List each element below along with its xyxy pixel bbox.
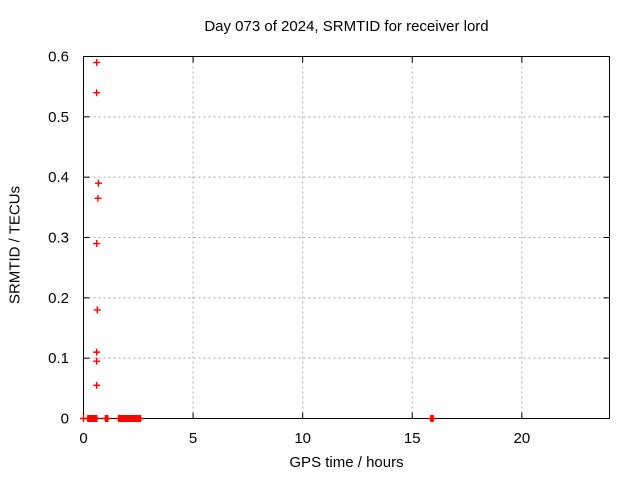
plot-frame xyxy=(83,56,610,419)
x-tick-label: 10 xyxy=(294,430,311,447)
data-point xyxy=(104,415,112,422)
data-point xyxy=(429,415,437,422)
x-axis-label: GPS time / hours xyxy=(289,454,404,471)
data-point xyxy=(93,89,101,97)
data-point xyxy=(93,348,101,356)
data-point xyxy=(94,194,102,202)
y-tick-label: 0.6 xyxy=(48,49,69,66)
x-tick-label: 0 xyxy=(79,430,87,447)
y-tick-label: 0.1 xyxy=(48,350,69,367)
data-point xyxy=(93,306,101,314)
y-tick-label: 0.4 xyxy=(48,169,69,186)
data-point xyxy=(93,240,101,248)
y-tick-label: 0.2 xyxy=(48,290,69,307)
data-point xyxy=(93,381,101,389)
data-point xyxy=(94,179,102,187)
y-tick-label: 0 xyxy=(61,411,69,428)
x-tick-label: 5 xyxy=(189,430,197,447)
y-tick-label: 0.5 xyxy=(48,109,69,126)
data-point xyxy=(93,357,101,365)
x-tick-label: 20 xyxy=(513,430,530,447)
data-point xyxy=(93,415,101,422)
y-tick-label: 0.3 xyxy=(48,230,69,247)
data-point xyxy=(136,415,144,422)
x-tick-label: 15 xyxy=(404,430,421,447)
data-point xyxy=(93,59,101,67)
chart-title: Day 073 of 2024, SRMTID for receiver lor… xyxy=(204,18,489,35)
